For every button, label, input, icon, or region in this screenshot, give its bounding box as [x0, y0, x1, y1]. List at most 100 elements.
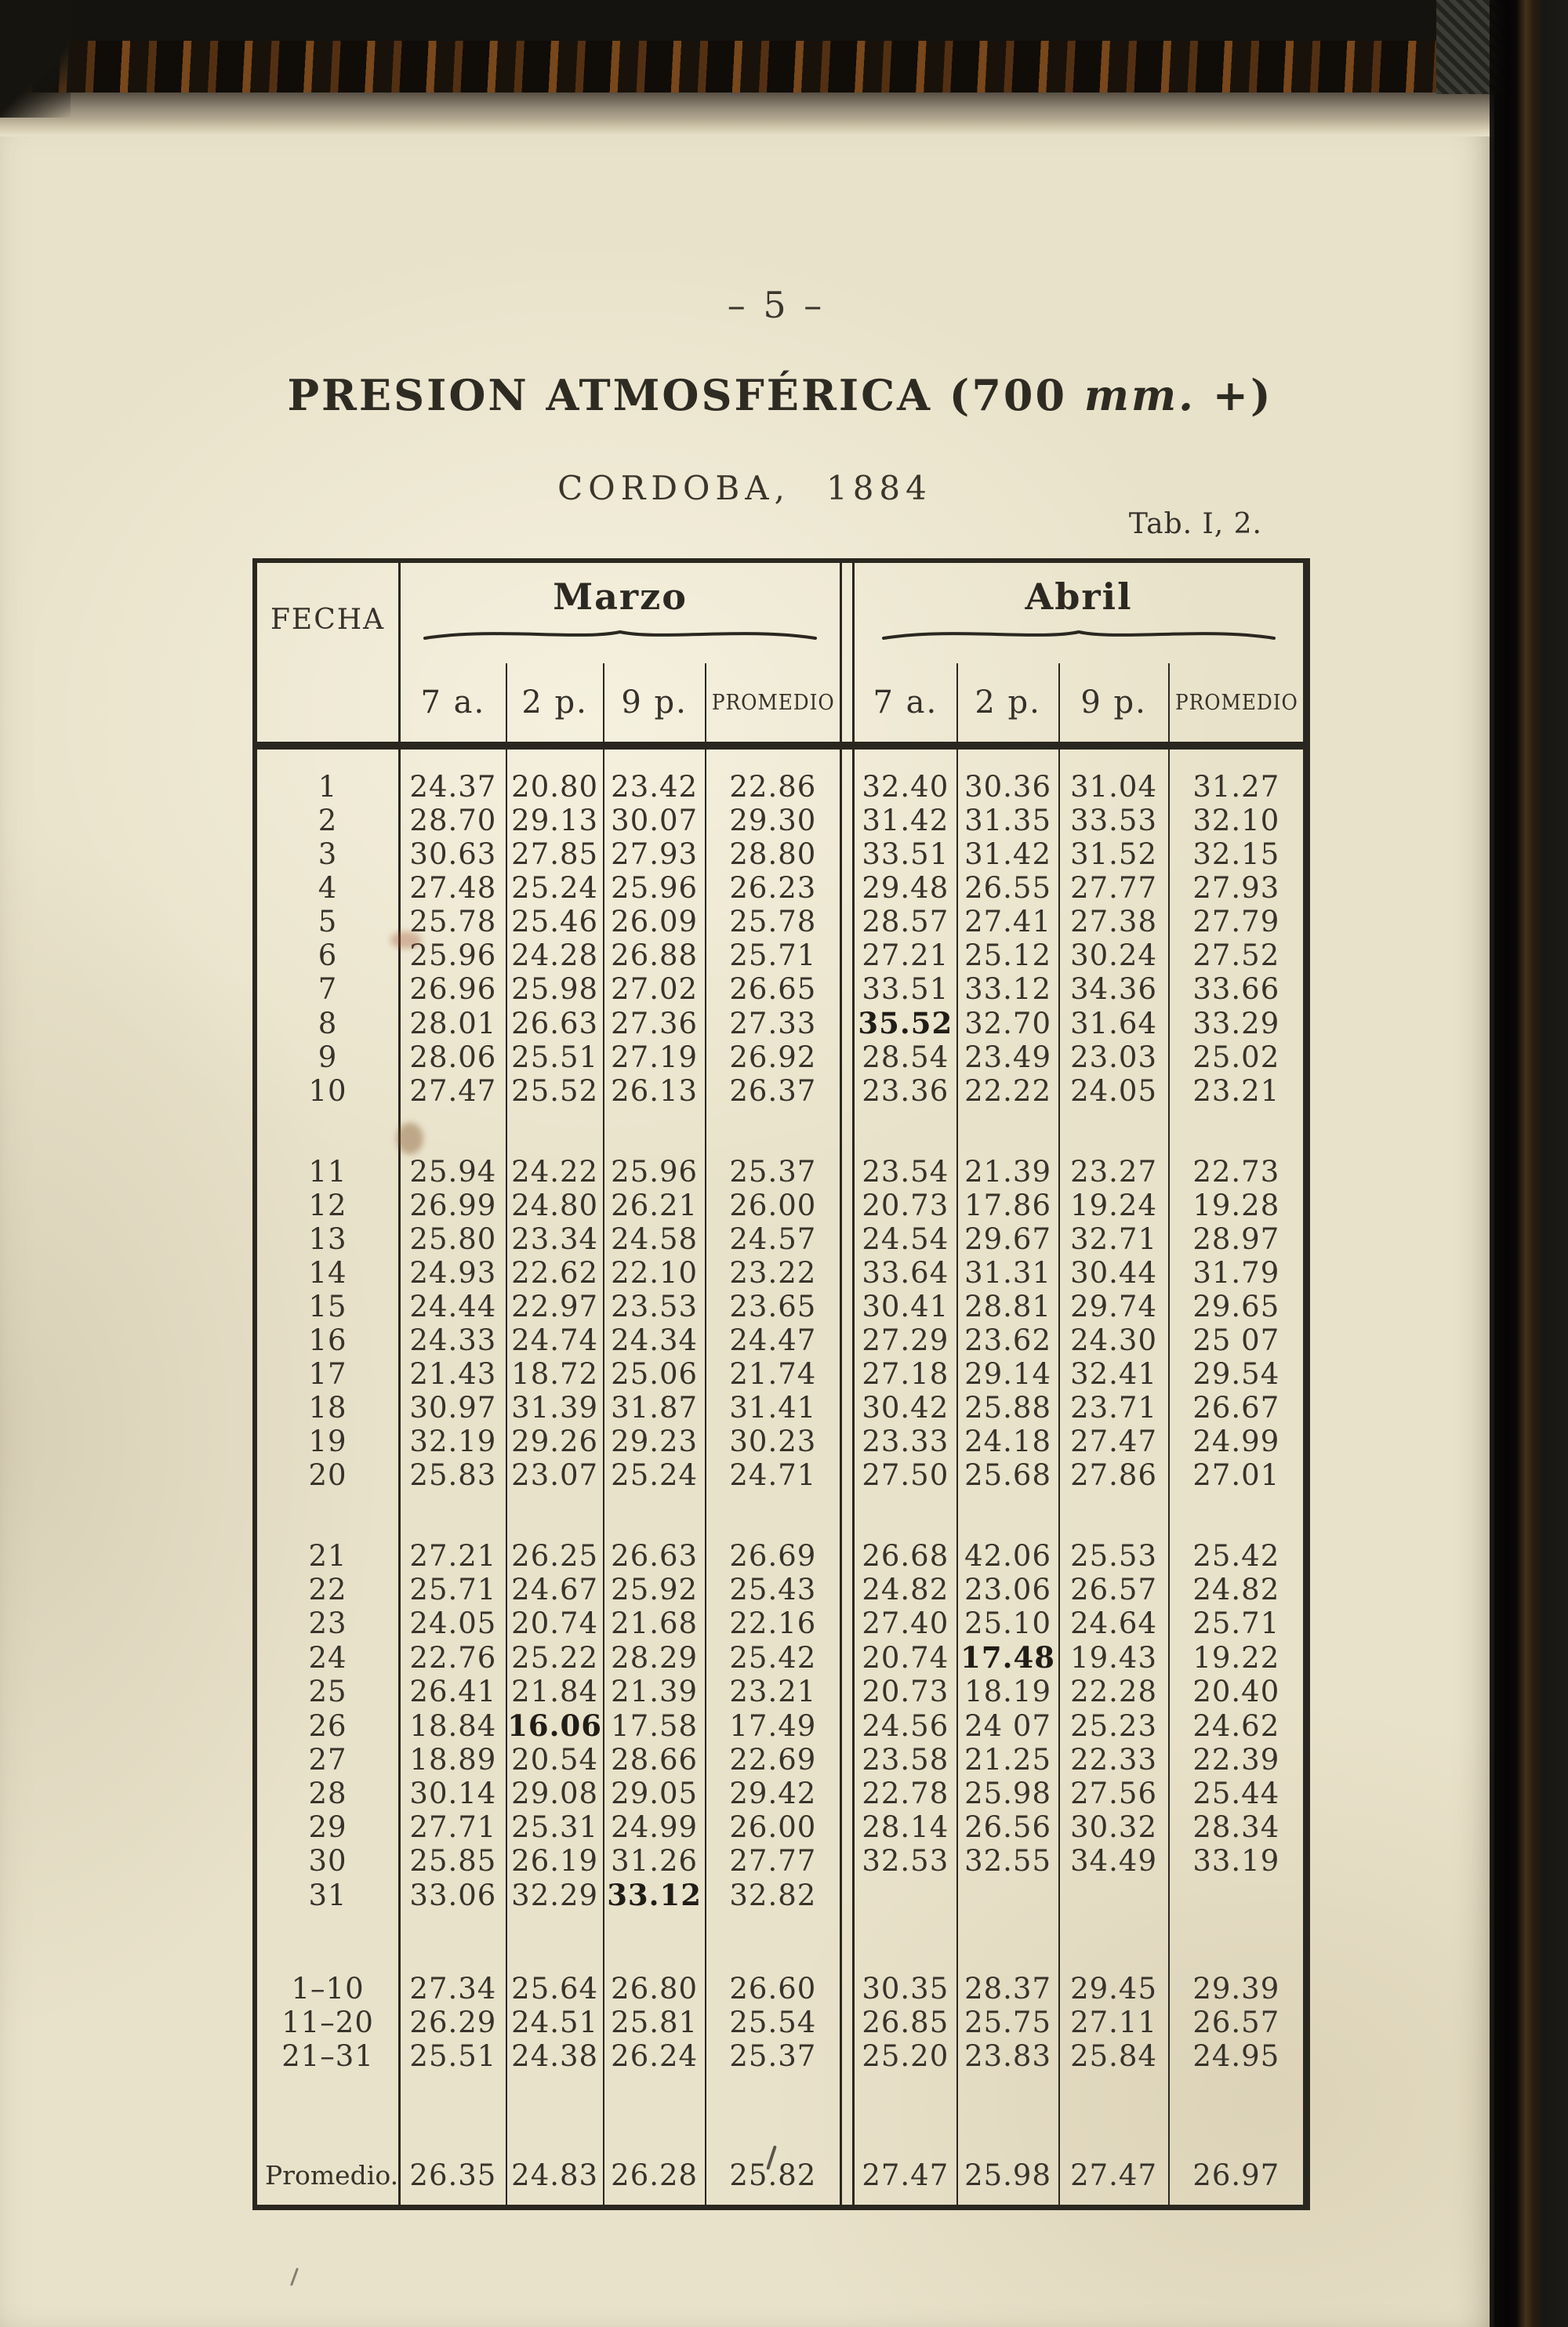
data-cell [505, 1492, 604, 1539]
row-label [255, 1912, 401, 1972]
column-divider-cell [840, 2039, 855, 2073]
data-cell: 21.68 [602, 1606, 706, 1640]
data-cell: 29.39 [1167, 1972, 1307, 2006]
data-cell: 30.14 [409, 1777, 497, 1810]
data-cell: 22.62 [505, 1256, 604, 1290]
cover-corner-left [0, 0, 71, 118]
data-cell: 22.39 [1167, 1743, 1307, 1777]
subheader-marzo-2p: 2 p. [505, 663, 604, 750]
data-cell: 27.41 [956, 905, 1059, 938]
table-row: 31 33.06 32.29 33.12 32.82 [255, 1878, 1307, 1912]
table-row: 10 27.47 25.52 26.13 26.37 23.36 22.22 24.05 23.… [255, 1074, 1307, 1108]
row-label: 14 [255, 1256, 401, 1290]
row-label: 1–10 [255, 1972, 401, 2006]
data-cell: 25.24 [602, 1458, 706, 1492]
table-row: 21 27.21 26.25 26.63 26.69 26.68 42.06 25.53 25.… [255, 1539, 1307, 1573]
data-cell: 25.96 [409, 938, 497, 972]
data-cell: 27.47 [862, 2158, 949, 2192]
subheader-abril-promedio: PROMEDIO [1173, 663, 1301, 750]
data-cell: 21.74 [704, 1357, 841, 1391]
data-cell [505, 2073, 604, 2145]
column-divider-cell [840, 1458, 855, 1492]
table-row: 1 24.37 20.80 23.42 22.86 32.40 30.36 31.04 31.2… [255, 746, 1307, 804]
data-cell: 28.54 [862, 1040, 949, 1074]
row-label: 1 [255, 746, 401, 804]
row-label: 5 [255, 905, 401, 938]
data-cell: 26.63 [505, 1006, 604, 1040]
column-divider-cell [840, 1222, 855, 1256]
month-header-abril: Abril [854, 561, 1307, 663]
data-cell: 25.22 [505, 1640, 604, 1675]
data-cell: 28.57 [862, 905, 949, 938]
data-cell: 23.03 [1058, 1040, 1169, 1074]
row-label: 26 [255, 1708, 401, 1743]
column-divider-cell [840, 1675, 855, 1708]
row-label: 6 [255, 938, 401, 972]
data-cell: 22.78 [862, 1777, 949, 1810]
data-cell: 27.93 [1167, 871, 1307, 905]
data-cell: 26.96 [409, 972, 497, 1006]
promedio-row: Promedio. 26.35 24.83 26.28 25.82 27.47 25.98 2… [255, 2145, 1307, 2208]
data-cell: 42.06 [956, 1539, 1059, 1573]
data-cell: 25.12 [956, 938, 1059, 972]
data-cell: 17.58 [602, 1708, 706, 1743]
data-cell: 24.67 [505, 1573, 604, 1606]
data-cell: 30.63 [409, 837, 497, 871]
row-label: 31 [255, 1878, 401, 1912]
data-cell: 34.36 [1058, 972, 1169, 1006]
data-cell: 33.12 [602, 1878, 706, 1912]
row-label: 29 [255, 1810, 401, 1844]
data-cell: 29.54 [1167, 1357, 1307, 1391]
row-label: 21–31 [255, 2039, 401, 2073]
column-divider-cell [840, 1492, 855, 1539]
data-cell: 20.73 [862, 1675, 949, 1708]
data-cell: 25.71 [704, 938, 841, 972]
data-cell: 32.19 [409, 1425, 497, 1458]
data-cell: 24.74 [505, 1323, 604, 1357]
data-cell: 25.92 [602, 1573, 706, 1606]
data-cell: 16.06 [505, 1708, 604, 1743]
data-cell [704, 1912, 841, 1972]
data-cell: 23.42 [602, 746, 706, 804]
data-cell [1167, 1912, 1307, 1972]
data-cell: 23.21 [1167, 1074, 1307, 1108]
data-cell: 20.74 [505, 1606, 604, 1640]
data-cell: 27.85 [505, 837, 604, 871]
data-cell: 27.47 [1058, 2145, 1169, 2208]
table-row: 12 26.99 24.80 26.21 26.00 20.73 17.86 19.24 19.… [255, 1189, 1307, 1222]
data-cell: 26.00 [704, 1189, 841, 1222]
column-divider-cell [840, 1256, 855, 1290]
data-cell: 28.01 [409, 1006, 497, 1040]
data-cell: 24.93 [409, 1256, 497, 1290]
data-cell: 32.82 [704, 1878, 841, 1912]
data-cell: 25.64 [505, 1972, 604, 2006]
data-cell: 25.68 [956, 1458, 1059, 1492]
data-cell: 33.19 [1167, 1844, 1307, 1878]
row-label [255, 1492, 401, 1539]
data-cell: 26.85 [862, 2006, 949, 2039]
table-row: 2 28.70 29.13 30.07 29.30 31.42 31.35 33.53 32.1… [255, 804, 1307, 837]
data-cell: 29.74 [1058, 1290, 1169, 1323]
data-cell: 33.51 [862, 972, 949, 1006]
data-cell [602, 1492, 706, 1539]
data-cell: 23.33 [862, 1425, 949, 1458]
data-cell: 18.72 [505, 1357, 604, 1391]
data-cell: 25.37 [704, 2039, 841, 2073]
data-cell: 27.21 [409, 1539, 497, 1573]
data-cell: 31.04 [1058, 746, 1169, 804]
data-cell: 25.83 [409, 1458, 497, 1492]
page-subtitle: CORDOBA, 1884 [0, 469, 1490, 507]
spacer-row [255, 1492, 1307, 1539]
data-cell: 25.23 [1058, 1708, 1169, 1743]
data-cell: 25.84 [1058, 2039, 1169, 2073]
data-cell: 25.98 [505, 972, 604, 1006]
data-cell: 25.81 [602, 2006, 706, 2039]
data-cell: 33.12 [956, 972, 1059, 1006]
row-label [255, 2073, 401, 2145]
data-cell: 26.97 [1167, 2145, 1307, 2208]
data-cell: 32.53 [862, 1844, 949, 1878]
data-cell [854, 1108, 957, 1155]
data-cell: 26.56 [956, 1810, 1059, 1844]
spacer-row [255, 2073, 1307, 2145]
book-cover-top-edge [0, 0, 1568, 45]
